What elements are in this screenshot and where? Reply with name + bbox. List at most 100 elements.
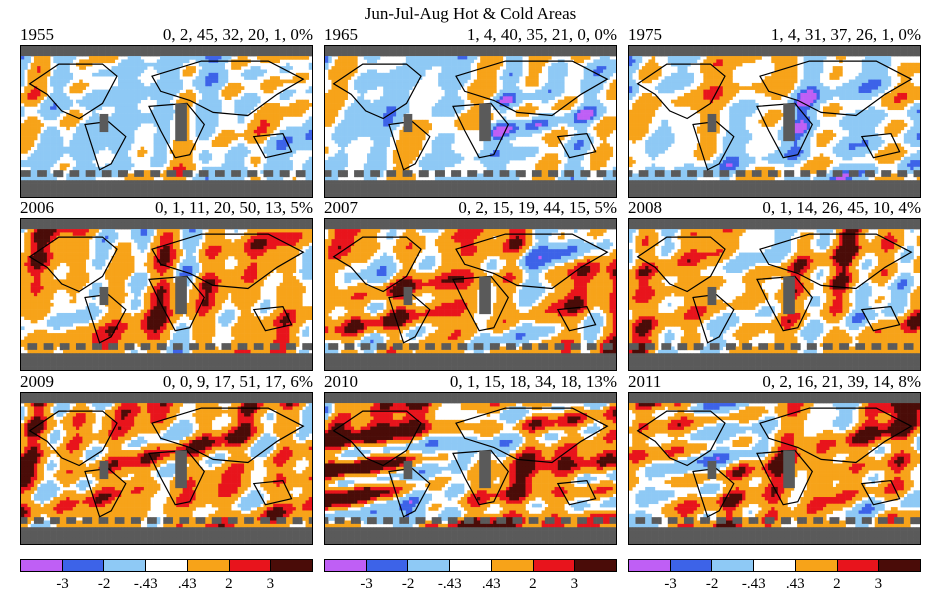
grid-cell [137,46,141,50]
grid-cell [438,143,442,147]
grid-cell [237,166,242,171]
grid-cell [561,103,565,107]
grid-cell [344,49,348,54]
grid-cell [30,89,35,94]
grid-cell [586,52,591,57]
grid-cell [56,72,61,77]
grid-cell [108,143,112,147]
grid-cell [331,82,335,87]
grid-cell [609,66,614,70]
grid-cell [402,66,407,70]
grid-cell [43,190,48,194]
grid-cell [260,52,264,57]
grid-cell [105,166,109,171]
grid-cell [218,166,222,171]
grid-cell [583,133,588,137]
grid-cell [289,193,293,197]
grid-cell [515,49,520,54]
grid-cell [43,133,48,137]
grid-cell [302,186,306,191]
grid-cell [396,89,400,94]
grid-cell [257,72,261,77]
grid-cell [134,190,138,194]
grid-cell [612,69,616,74]
grid-cell [493,139,497,144]
grid-cell [489,113,494,117]
grid-cell [153,190,158,194]
grid-cell [56,186,61,191]
grid-cell [561,99,565,104]
grid-cell [227,52,232,57]
grid-cell [82,163,86,168]
grid-cell [134,176,138,181]
grid-cell [512,129,517,134]
grid-cell [134,69,138,74]
grid-cell [447,113,452,117]
grid-cell [189,183,193,188]
grid-cell [118,82,122,87]
grid-cell [202,176,206,181]
grid-cell [522,49,526,54]
grid-cell [522,109,526,114]
grid-cell [198,106,203,111]
grid-cell [531,69,536,74]
grid-cell [612,59,616,64]
grid-cell [40,160,44,164]
grid-cell [121,62,125,67]
grid-cell [176,146,180,151]
grid-cell [347,113,352,117]
grid-cell [386,92,390,97]
grid-cell [257,160,261,164]
grid-cell [72,183,77,188]
grid-cell [250,69,255,74]
grid-cell [169,79,174,84]
grid-cell [247,173,251,178]
grid-cell [63,166,67,171]
grid-cell [24,170,28,174]
grid-cell [399,82,403,87]
grid-cell [295,76,300,80]
grid-cell [263,163,268,168]
grid-cell [279,49,284,54]
grid-cell [215,139,219,144]
grid-cell [46,46,51,50]
grid-cell [182,183,187,188]
grid-cell [30,129,35,134]
grid-cell [21,123,25,127]
grid-cell [489,136,494,141]
grid-cell [269,56,274,60]
grid-cell [457,126,462,131]
grid-cell [334,82,339,87]
grid-cell [257,186,261,191]
grid-cell [166,166,171,171]
grid-cell [121,103,125,107]
grid-cell [227,150,232,154]
grid-cell [195,116,200,121]
grid-cell [289,153,293,158]
grid-cell [399,139,403,144]
grid-cell [105,143,109,147]
grid-cell [522,133,526,137]
grid-cell [231,153,235,158]
grid-cell [269,59,274,64]
grid-cell [357,109,361,114]
grid-cell [269,119,274,124]
grid-cell [156,139,161,144]
grid-cell [392,103,397,107]
grid-cell [163,123,167,127]
grid-cell [396,79,400,84]
grid-cell [24,163,28,168]
grid-cell [156,186,161,191]
grid-cell [260,119,264,124]
grid-cell [40,153,44,158]
grid-cell [512,69,517,74]
grid-cell [363,113,368,117]
grid-cell [234,106,238,111]
grid-cell [92,123,96,127]
grid-cell [192,96,196,100]
grid-cell [253,139,258,144]
grid-cell [383,123,387,127]
grid-cell [541,56,546,60]
grid-cell [95,136,99,141]
grid-cell [224,143,229,147]
